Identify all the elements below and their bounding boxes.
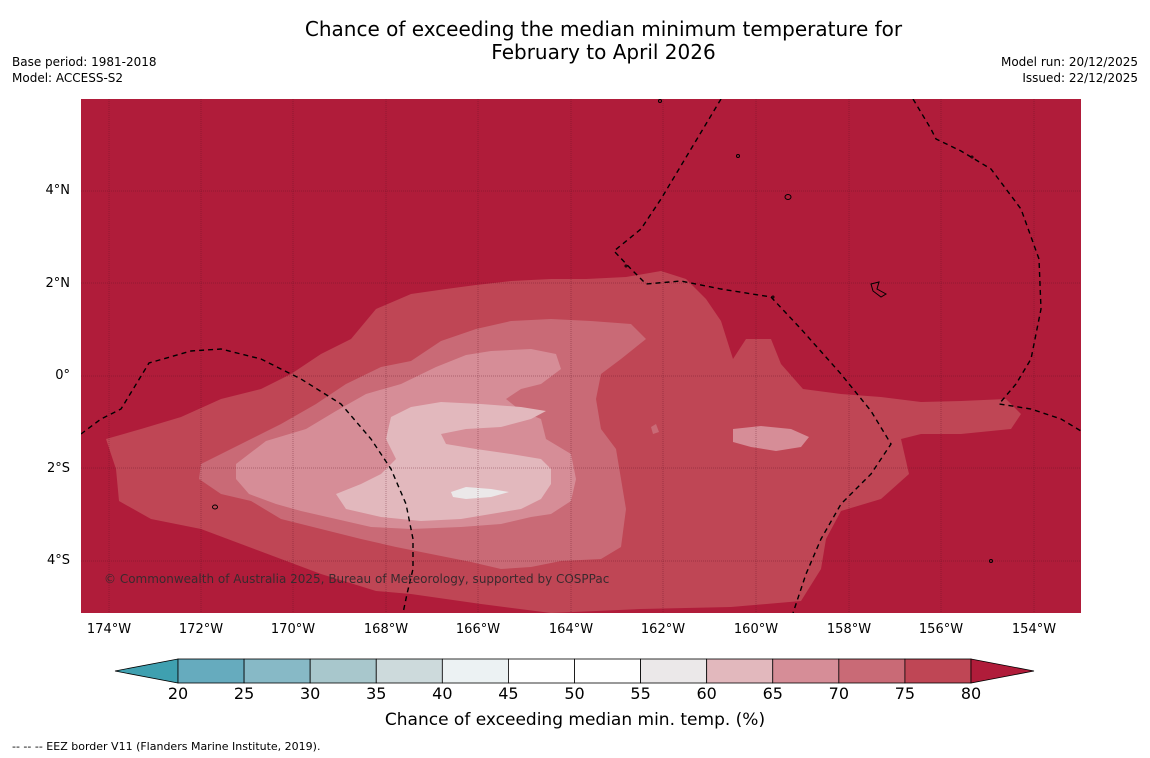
colorbar-box (772, 658, 840, 684)
meta-right: Model run: 20/12/2025 Issued: 22/12/2025 (1001, 54, 1138, 86)
colorbar-tick-label: 65 (762, 684, 783, 703)
lon-label-168w: 168°W (363, 622, 409, 637)
island-outlines (212, 99, 993, 563)
copyright-notice: © Commonwealth of Australia 2025, Bureau… (104, 572, 610, 586)
colorbar-tick-label: 45 (498, 684, 519, 703)
lon-label-162w: 162°W (640, 622, 686, 637)
colorbar-tick-label: 75 (894, 684, 916, 703)
colorbar-box (508, 658, 575, 684)
colorbar-tick-label: 70 (828, 684, 849, 703)
contour-70-75-east (651, 424, 659, 434)
title-line-1: Chance of exceeding the median minimum t… (304, 17, 903, 41)
colorbar-arrow-high (970, 658, 1035, 684)
colorbar-box (309, 658, 377, 684)
colorbar-tick-label: 80 (960, 684, 982, 703)
lon-label-172w: 172°W (178, 622, 224, 637)
colorbar-box (243, 658, 311, 684)
colorbar-tick-label: 20 (167, 684, 189, 703)
lon-label-170w: 170°W (270, 622, 316, 637)
colorbar-arrow-low (114, 658, 179, 684)
colorbar-tick-label: 50 (564, 684, 585, 703)
contour-70-75-south (501, 544, 531, 561)
base-period: Base period: 1981-2018 (12, 55, 157, 69)
model-run: Model run: 20/12/2025 (1000, 55, 1138, 69)
map-title: Chance of exceeding the median minimum t… (0, 18, 1150, 64)
colorbar-tick-label: 60 (696, 684, 717, 703)
lon-label-154w: 154°W (1011, 622, 1057, 637)
contour-60-65-east (733, 426, 809, 451)
lat-label-0: 0° (55, 368, 70, 383)
colorbar-label: Chance of exceeding median min. temp. (%… (384, 710, 766, 730)
lat-label-4n: 4°N (45, 183, 71, 198)
lon-label-160w: 160°W (733, 622, 779, 637)
lat-label-2s: 2°S (46, 461, 70, 476)
model-name: Model: ACCESS-S2 (12, 71, 124, 85)
colorbar-tick-label: 40 (432, 684, 453, 703)
lon-label-174w: 174°W (86, 622, 132, 637)
colorbar-box (177, 658, 245, 684)
colorbar-tick-label: 55 (630, 684, 651, 703)
lon-label-158w: 158°W (826, 622, 872, 637)
issued-date: Issued: 22/12/2025 (1022, 71, 1138, 85)
lon-label-164w: 164°W (548, 622, 594, 637)
colorbar-box (375, 658, 443, 684)
lon-label-156w: 156°W (918, 622, 964, 637)
colorbar-tick-label: 25 (233, 684, 255, 703)
colorbar-box (838, 658, 906, 684)
colorbar-box (574, 658, 641, 684)
contour-55-60 (451, 487, 509, 499)
lat-label-2n: 2°N (45, 276, 71, 291)
colorbar-box (706, 658, 774, 684)
colorbar (112, 657, 1037, 685)
lat-label-4s: 4°S (46, 553, 70, 568)
colorbar-tick-label: 30 (299, 684, 321, 703)
colorbar-box (904, 658, 972, 684)
colorbar-box (640, 658, 708, 684)
title-line-2: February to April 2026 (491, 40, 716, 64)
colorbar-box (441, 658, 509, 684)
eez-legend-note: -- -- -- EEZ border V11 (Flanders Marine… (12, 740, 321, 753)
meta-left: Base period: 1981-2018 Model: ACCESS-S2 (12, 54, 157, 86)
lon-label-166w: 166°W (455, 622, 501, 637)
colorbar-tick-label: 35 (366, 684, 387, 703)
eez-borders (81, 99, 1081, 613)
map-graticule (81, 99, 1081, 613)
probability-map (81, 99, 1081, 613)
